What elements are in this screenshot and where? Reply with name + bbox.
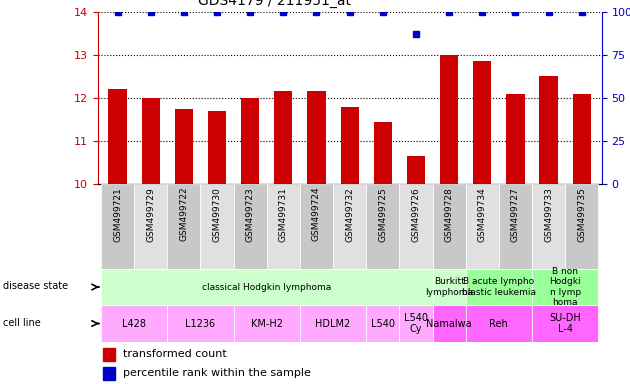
Bar bbox=[374, 122, 392, 184]
Text: disease state: disease state bbox=[3, 281, 68, 291]
Text: transformed count: transformed count bbox=[123, 349, 227, 359]
Bar bbox=[366, 184, 399, 269]
Bar bbox=[103, 348, 115, 361]
Bar bbox=[433, 269, 466, 305]
Text: Burkitt
lymphoma: Burkitt lymphoma bbox=[425, 277, 473, 297]
Text: GSM499731: GSM499731 bbox=[279, 187, 288, 242]
Text: L1236: L1236 bbox=[185, 318, 215, 329]
Bar bbox=[200, 184, 234, 269]
Text: cell line: cell line bbox=[3, 318, 41, 328]
Text: L540
Cy: L540 Cy bbox=[404, 313, 428, 334]
Bar bbox=[175, 109, 193, 184]
Bar bbox=[241, 98, 260, 184]
Text: L540: L540 bbox=[371, 318, 395, 329]
Text: GSM499734: GSM499734 bbox=[478, 187, 487, 242]
Text: Namalwa: Namalwa bbox=[427, 318, 472, 329]
Bar bbox=[507, 94, 525, 184]
Bar bbox=[466, 184, 499, 269]
Text: GSM499732: GSM499732 bbox=[345, 187, 354, 242]
Bar bbox=[341, 106, 358, 184]
Text: GSM499724: GSM499724 bbox=[312, 187, 321, 242]
Bar bbox=[499, 184, 532, 269]
Text: Reh: Reh bbox=[490, 318, 508, 329]
Bar bbox=[134, 184, 168, 269]
Bar bbox=[168, 184, 200, 269]
Bar bbox=[440, 55, 458, 184]
Text: percentile rank within the sample: percentile rank within the sample bbox=[123, 368, 311, 379]
Bar bbox=[142, 98, 160, 184]
Text: GSM499733: GSM499733 bbox=[544, 187, 553, 242]
Bar bbox=[399, 184, 433, 269]
Bar bbox=[108, 89, 127, 184]
Bar bbox=[101, 184, 134, 269]
Bar bbox=[433, 305, 466, 342]
Bar bbox=[234, 184, 266, 269]
Bar bbox=[399, 305, 433, 342]
Text: GSM499728: GSM499728 bbox=[445, 187, 454, 242]
Bar bbox=[433, 184, 466, 269]
Text: GSM499729: GSM499729 bbox=[146, 187, 155, 242]
Text: GSM499735: GSM499735 bbox=[577, 187, 587, 242]
Text: GSM499722: GSM499722 bbox=[180, 187, 188, 242]
Bar bbox=[473, 61, 491, 184]
Bar bbox=[168, 305, 234, 342]
Text: GSM499725: GSM499725 bbox=[378, 187, 387, 242]
Text: GSM499730: GSM499730 bbox=[212, 187, 222, 242]
Bar bbox=[366, 305, 399, 342]
Bar bbox=[333, 184, 366, 269]
Bar bbox=[532, 269, 598, 305]
Bar bbox=[532, 305, 598, 342]
Text: GSM499721: GSM499721 bbox=[113, 187, 122, 242]
Bar bbox=[234, 305, 300, 342]
Text: GSM499723: GSM499723 bbox=[246, 187, 255, 242]
Bar bbox=[208, 111, 226, 184]
Text: B acute lympho
blastic leukemia: B acute lympho blastic leukemia bbox=[462, 277, 536, 297]
Bar bbox=[101, 305, 168, 342]
Bar bbox=[274, 91, 292, 184]
Text: L428: L428 bbox=[122, 318, 146, 329]
Bar bbox=[466, 269, 532, 305]
Bar bbox=[573, 94, 591, 184]
Bar bbox=[407, 156, 425, 184]
Bar bbox=[565, 184, 598, 269]
Text: KM-H2: KM-H2 bbox=[251, 318, 283, 329]
Text: GSM499726: GSM499726 bbox=[411, 187, 420, 242]
Text: GSM499727: GSM499727 bbox=[511, 187, 520, 242]
Bar bbox=[300, 305, 366, 342]
Text: classical Hodgkin lymphoma: classical Hodgkin lymphoma bbox=[202, 283, 331, 291]
Bar bbox=[266, 184, 300, 269]
Bar bbox=[300, 184, 333, 269]
Text: B non
Hodgki
n lymp
homa: B non Hodgki n lymp homa bbox=[549, 267, 581, 307]
Bar bbox=[532, 184, 565, 269]
Text: SU-DH
L-4: SU-DH L-4 bbox=[549, 313, 581, 334]
Bar bbox=[466, 305, 532, 342]
Bar bbox=[307, 91, 326, 184]
Bar bbox=[539, 76, 558, 184]
Bar bbox=[103, 367, 115, 380]
Title: GDS4179 / 211951_at: GDS4179 / 211951_at bbox=[198, 0, 350, 8]
Bar bbox=[101, 269, 433, 305]
Text: HDLM2: HDLM2 bbox=[316, 318, 351, 329]
